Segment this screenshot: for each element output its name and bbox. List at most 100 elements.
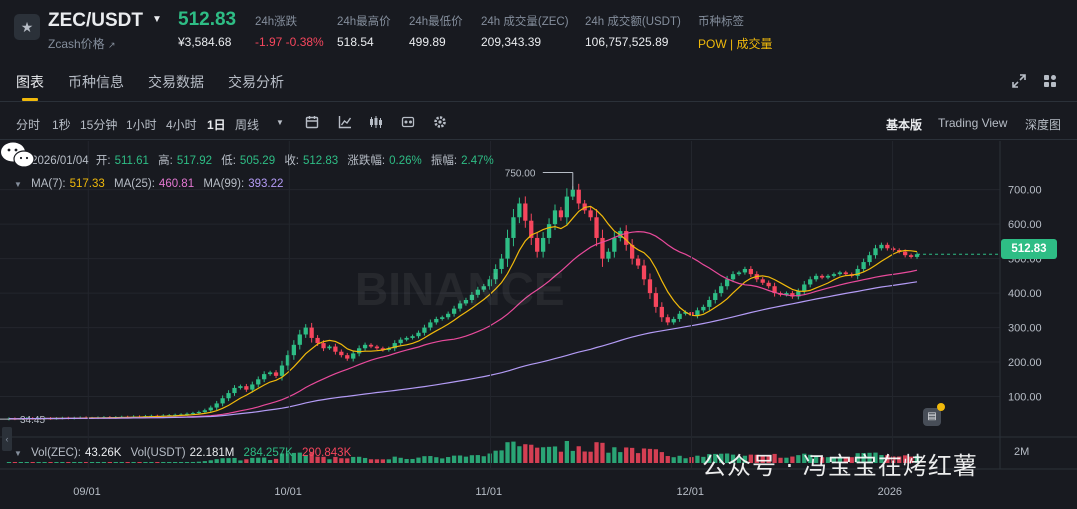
interval-timeshare[interactable]: 分时: [16, 118, 41, 132]
volume-bar: [523, 444, 528, 463]
volume-bar: [463, 456, 469, 463]
view-basic[interactable]: 基本版: [886, 118, 923, 132]
min-price-label: 34.45: [20, 415, 45, 426]
candle-body: [285, 355, 291, 366]
candle-body: [398, 339, 403, 344]
tab-trading-data[interactable]: 交易数据: [148, 74, 204, 90]
candle-body: [291, 344, 296, 356]
candle-body: [635, 258, 641, 266]
candle-body: [262, 374, 267, 380]
interval-1d[interactable]: 1日: [207, 118, 226, 132]
volume-bar: [713, 453, 718, 463]
candle-body: [351, 353, 356, 359]
stat-value: 106,757,525.89: [585, 35, 669, 49]
gear-icon[interactable]: [433, 115, 447, 129]
calendar-icon[interactable]: [305, 115, 319, 129]
volume-bar: [837, 457, 843, 463]
candle-body: [416, 332, 421, 337]
candle-body: [908, 255, 914, 257]
volume-bar: [802, 453, 807, 463]
volume-bar: [374, 459, 380, 463]
candle-body: [719, 286, 724, 294]
candle-body: [879, 244, 884, 249]
volume-bar: [250, 457, 255, 463]
stat-24h-high: 24h最高价 518.54: [337, 13, 391, 49]
tag-volume[interactable]: 成交量: [736, 37, 773, 51]
tag-pow[interactable]: POW: [698, 37, 727, 51]
chevron-down-icon[interactable]: ▼: [152, 14, 162, 25]
interval-dropdown-icon[interactable]: ▼: [276, 118, 284, 127]
candle-style-icon[interactable]: [369, 115, 383, 129]
candle-body: [487, 279, 492, 287]
x-tick-label: 12/01: [677, 486, 705, 498]
candle-body: [724, 279, 730, 287]
candle-body: [897, 250, 902, 252]
interval-15m[interactable]: 15分钟: [80, 118, 118, 132]
candle-body: [819, 275, 825, 278]
token-tags: POW | 成交量: [698, 35, 772, 52]
view-tradingview[interactable]: Trading View: [938, 116, 1008, 130]
tab-coin-info[interactable]: 币种信息: [68, 74, 124, 90]
volume-bar: [190, 461, 196, 463]
volume-bar: [36, 462, 41, 463]
chart-settings-icon[interactable]: [401, 115, 415, 129]
volume-bar: [701, 456, 706, 463]
volume-bar: [529, 444, 534, 463]
volume-bar: [89, 462, 95, 463]
candle-body: [226, 393, 231, 399]
candle-body: [594, 217, 599, 238]
volume-bar: [24, 462, 29, 463]
indicator-icon[interactable]: [338, 115, 352, 129]
volume-bar: [161, 462, 166, 463]
candle-body: [428, 322, 433, 328]
volume-legend-collapse-icon[interactable]: ▼: [14, 449, 22, 458]
volume-bar: [434, 457, 439, 463]
volume-bar: [422, 456, 427, 463]
ma-legend: ▼ MA(7): 517.33 MA(25): 460.81 MA(99): 393.…: [14, 178, 283, 190]
ma-legend-collapse-icon[interactable]: ▼: [14, 180, 22, 189]
interval-1h[interactable]: 1小时: [126, 118, 157, 132]
volume-bar: [813, 455, 819, 463]
sidebar-collapse-handle[interactable]: ‹: [2, 427, 12, 451]
interval-4h[interactable]: 4小时: [166, 118, 197, 132]
stat-label: 24h涨跌: [255, 16, 298, 28]
interval-1s[interactable]: 1秒: [52, 118, 71, 132]
volume-bar: [196, 461, 202, 463]
interval-week[interactable]: 周线: [235, 118, 260, 132]
stat-token-tags: 币种标签 POW | 成交量: [698, 13, 772, 52]
favorite-star-icon[interactable]: ★: [14, 14, 40, 40]
symbol-subtitle[interactable]: Zcash价格 ↗: [48, 35, 116, 52]
volume-bar: [600, 442, 605, 463]
candle-body: [463, 300, 469, 304]
volume-bar: [173, 462, 178, 463]
y-tick-label: 200.00: [1008, 357, 1042, 369]
volume-bar: [505, 442, 510, 463]
volume-bar: [790, 456, 795, 463]
view-depth[interactable]: 深度图: [1025, 118, 1062, 132]
expand-icon[interactable]: [1012, 74, 1026, 88]
volume-bar: [606, 452, 611, 463]
volume-bar: [83, 462, 89, 463]
volume-bar: [380, 459, 386, 463]
candle-body: [440, 317, 445, 319]
legend-low-label: 低:: [221, 155, 236, 167]
stat-value: 518.54: [337, 35, 374, 49]
tab-trading-analysis[interactable]: 交易分析: [228, 74, 284, 90]
layout-grid-icon[interactable]: [1043, 74, 1057, 88]
volume-bar: [552, 446, 558, 463]
candlestick-chart[interactable]: 100.00200.00300.00400.00500.00600.00700.…: [0, 141, 1077, 509]
volume-bar: [724, 453, 730, 463]
tab-chart[interactable]: 图表: [16, 74, 44, 90]
volume-bar: [843, 457, 848, 463]
candle-body: [208, 407, 213, 411]
stat-label: 24h 成交量(ZEC): [481, 16, 569, 28]
candle-body: [885, 244, 890, 249]
volume-bar: [440, 458, 445, 463]
symbol-name[interactable]: ZEC/USDT: [48, 10, 143, 31]
legend-amplitude: 2.47%: [461, 155, 494, 167]
legend-low: 505.29: [239, 155, 276, 167]
volume-bar: [653, 449, 659, 463]
price-chart[interactable]: 100.00 200.00 300.00 400.00 500.00 600.00 700.…: [0, 141, 1077, 509]
note-icon[interactable]: ▤: [923, 408, 941, 426]
volume-bar: [719, 453, 724, 463]
